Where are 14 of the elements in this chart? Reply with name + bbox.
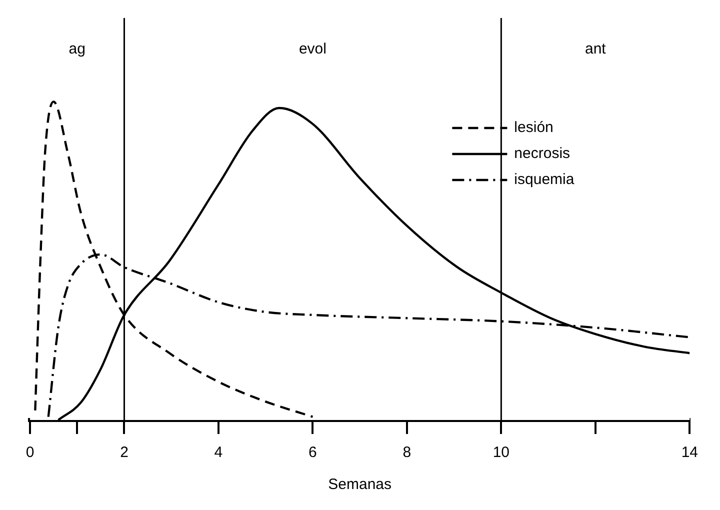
x-tick-label: 6	[308, 444, 317, 462]
x-tick-label: 8	[402, 444, 412, 462]
x-axis-title: Semanas	[328, 476, 392, 494]
band-label: ag	[68, 40, 86, 58]
x-tick-label: 0	[26, 444, 34, 462]
legend-label: necrosis	[514, 145, 570, 162]
legend-label: isquemia	[514, 171, 575, 188]
band-label: ant	[584, 40, 607, 58]
x-tick-label: 10	[492, 444, 510, 462]
band-label: evol	[298, 40, 326, 58]
legend-label: lesión	[514, 119, 554, 136]
x-tick-label: 14	[681, 444, 698, 462]
x-tick-label: 4	[214, 444, 223, 462]
x-tick-label: 2	[120, 444, 128, 462]
